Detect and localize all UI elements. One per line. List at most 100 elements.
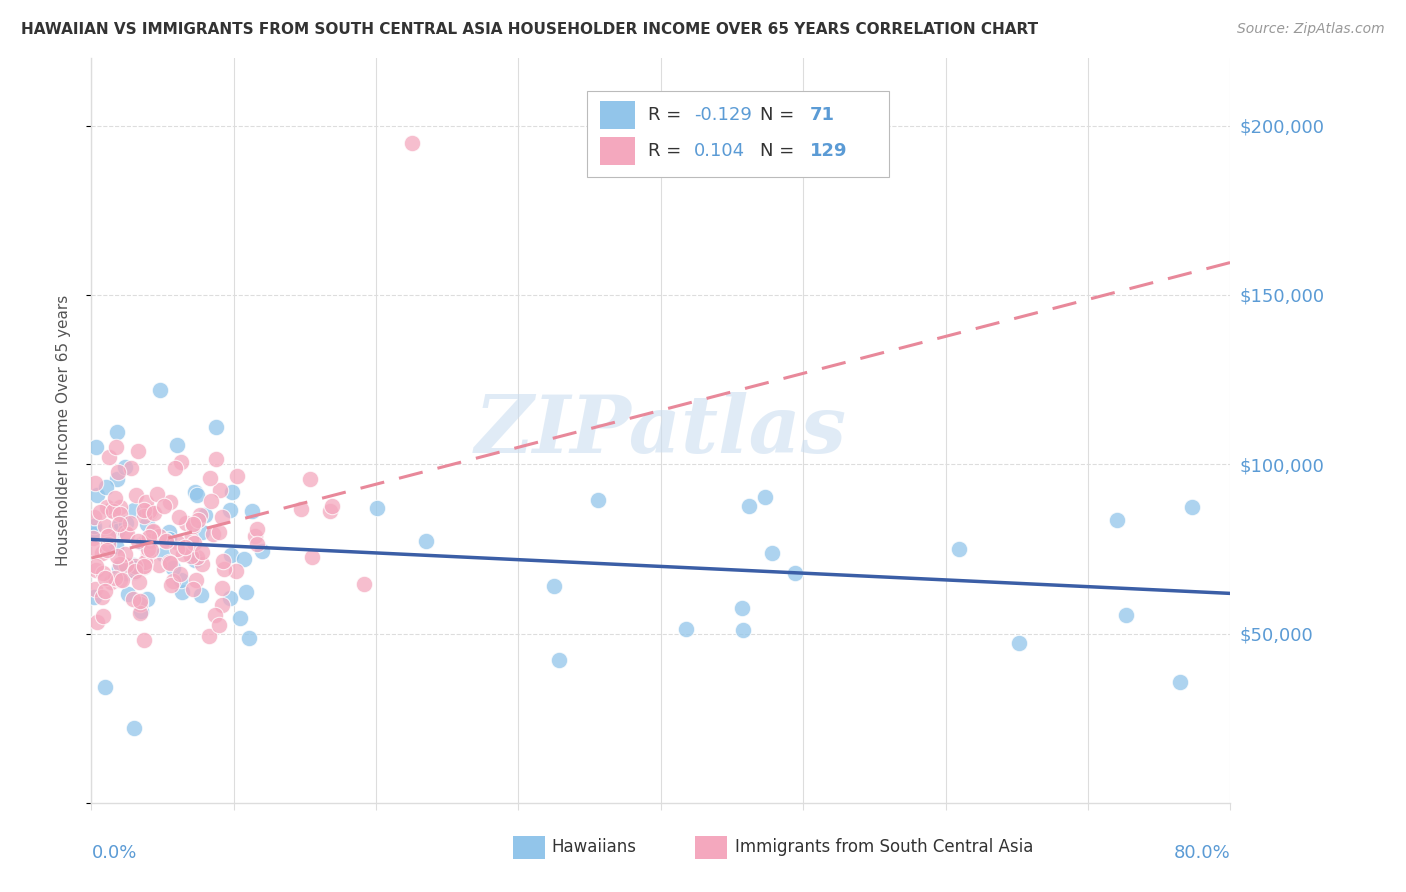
Point: [785, 566, 807, 581]
Point: [198, 629, 221, 643]
Point: [139, 533, 162, 548]
Point: [91, 591, 114, 605]
Point: [128, 594, 150, 608]
Text: R =: R =: [648, 106, 688, 124]
Point: [122, 503, 145, 517]
Text: N =: N =: [759, 106, 800, 124]
Point: [136, 592, 159, 607]
Point: [157, 532, 180, 546]
Point: [142, 524, 165, 538]
Point: [200, 494, 222, 508]
Point: [84, 558, 107, 573]
Point: [250, 543, 273, 558]
Point: [159, 556, 181, 570]
Point: [246, 537, 269, 551]
Point: [108, 507, 131, 521]
Point: [204, 608, 226, 623]
Point: [94, 571, 117, 585]
Point: [211, 581, 233, 595]
Point: [754, 490, 776, 504]
Point: [134, 559, 156, 574]
Point: [122, 558, 145, 573]
Point: [211, 510, 233, 524]
Point: [83, 526, 105, 541]
Point: [114, 460, 136, 475]
Point: [83, 590, 105, 604]
Point: [124, 558, 146, 573]
Point: [321, 500, 343, 514]
Point: [301, 550, 323, 565]
Point: [170, 573, 193, 587]
Y-axis label: Householder Income Over 65 years: Householder Income Over 65 years: [56, 294, 70, 566]
Point: [166, 542, 188, 557]
Point: [226, 469, 249, 483]
Point: [675, 622, 697, 636]
Point: [86, 615, 108, 630]
Point: [159, 495, 181, 509]
Point: [166, 535, 188, 549]
Point: [153, 499, 176, 513]
Point: [180, 549, 202, 563]
Point: [132, 632, 155, 647]
Point: [190, 545, 212, 559]
FancyBboxPatch shape: [513, 837, 544, 859]
Point: [136, 517, 159, 532]
Point: [142, 525, 165, 540]
Point: [543, 579, 565, 593]
Point: [157, 525, 180, 540]
Point: [184, 485, 207, 500]
Text: Hawaiians: Hawaiians: [551, 838, 637, 856]
Point: [107, 465, 129, 479]
Point: [132, 536, 155, 550]
Point: [152, 548, 174, 562]
Point: [127, 560, 149, 574]
Point: [176, 516, 198, 530]
Point: [104, 539, 127, 553]
Point: [198, 471, 221, 485]
Point: [110, 500, 132, 514]
Point: [105, 472, 128, 486]
Point: [122, 565, 145, 579]
Point: [181, 582, 204, 596]
Point: [141, 543, 163, 558]
Point: [105, 549, 128, 563]
Point: [105, 521, 128, 535]
Point: [139, 505, 162, 519]
Point: [235, 585, 257, 599]
Point: [97, 529, 120, 543]
FancyBboxPatch shape: [586, 92, 889, 178]
Point: [115, 526, 138, 541]
Point: [731, 601, 754, 615]
Point: [135, 533, 157, 547]
Point: [188, 508, 211, 523]
Point: [319, 504, 342, 518]
Point: [174, 540, 197, 554]
Point: [948, 541, 970, 556]
Point: [219, 548, 242, 562]
Point: [169, 454, 191, 468]
Point: [218, 503, 240, 517]
Point: [94, 480, 117, 494]
Text: R =: R =: [648, 142, 688, 160]
Point: [101, 503, 124, 517]
Point: [366, 500, 388, 515]
Point: [183, 552, 205, 566]
Point: [129, 606, 152, 620]
Point: [172, 547, 194, 561]
FancyBboxPatch shape: [695, 837, 727, 859]
Point: [221, 484, 243, 499]
Point: [548, 652, 571, 666]
Point: [134, 503, 156, 517]
Point: [183, 536, 205, 550]
Text: 71: 71: [810, 106, 835, 124]
Text: 80.0%: 80.0%: [1174, 844, 1230, 862]
Point: [96, 542, 118, 557]
FancyBboxPatch shape: [600, 137, 634, 165]
Point: [96, 500, 118, 514]
Point: [89, 505, 111, 519]
Point: [148, 529, 170, 543]
Point: [208, 483, 231, 497]
Point: [132, 559, 155, 574]
Point: [163, 460, 186, 475]
Point: [134, 509, 156, 524]
